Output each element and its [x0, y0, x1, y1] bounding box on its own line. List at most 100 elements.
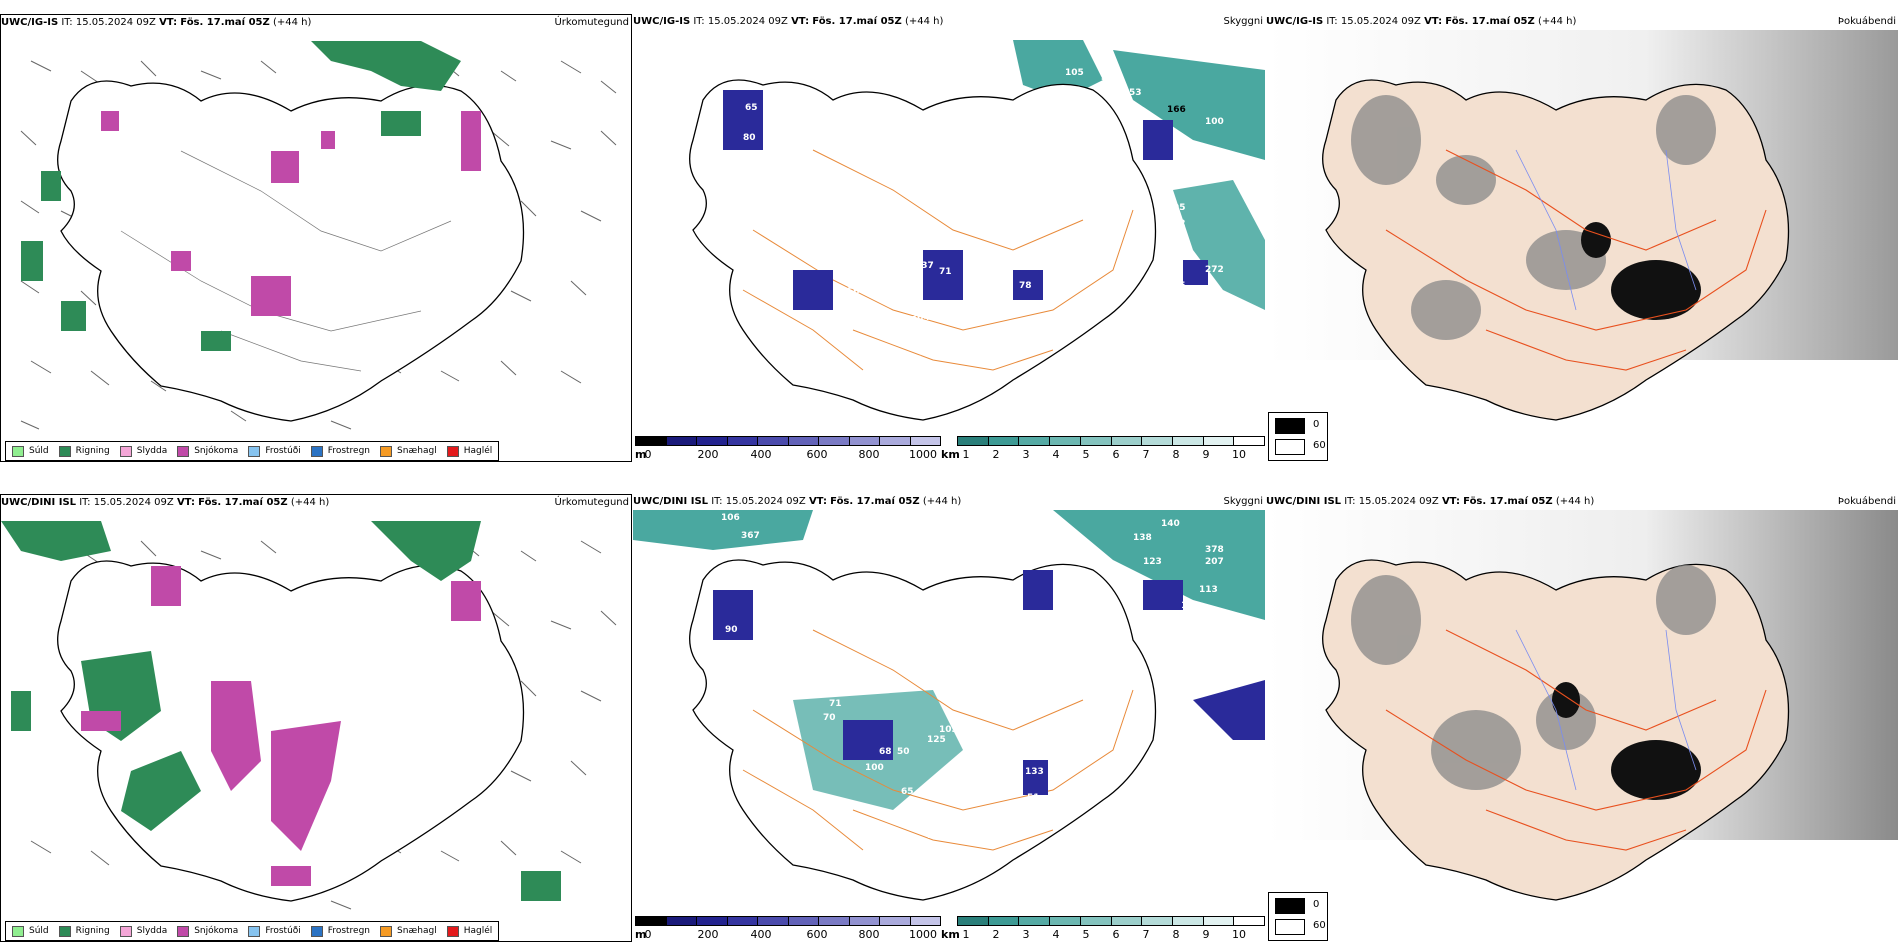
vt-value: Fös. 17.maí 05Z — [830, 496, 920, 507]
visibility-map: 106 367 92 138 123 207 378 113 84 94 90 … — [633, 510, 1265, 901]
svg-text:207: 207 — [1205, 557, 1224, 567]
lead-time: (+44 h) — [272, 17, 312, 28]
fog-high-label: 0 — [1313, 419, 1320, 430]
legend-item: Rigning — [58, 445, 110, 457]
svg-text:58: 58 — [949, 305, 962, 315]
legend-swatch — [58, 445, 71, 457]
model-name: UWC/DINI ISL — [1266, 496, 1342, 507]
panel-title: Þokuábendi — [1837, 16, 1896, 27]
visibility-strip — [957, 916, 1265, 926]
vt-label: VT: — [159, 17, 178, 28]
svg-text:202: 202 — [825, 241, 844, 251]
svg-text:140: 140 — [1161, 519, 1180, 529]
legend-item: Haglél — [446, 445, 492, 457]
legend-item: Frostúði — [248, 445, 301, 457]
svg-text:272: 272 — [1205, 265, 1224, 275]
fog-high-swatch — [1275, 418, 1305, 434]
legend-swatch — [248, 445, 261, 457]
roads — [1385, 149, 1767, 371]
legend-swatch — [446, 925, 459, 937]
svg-text:99: 99 — [963, 283, 976, 293]
it-label: IT: — [1344, 496, 1356, 507]
lead-time: (+44 h) — [1537, 16, 1577, 27]
visibility-tick: 3 — [1022, 448, 1030, 461]
svg-text:51: 51 — [1027, 793, 1040, 803]
roads — [1385, 629, 1767, 851]
vt-value: Fös. 17.maí 05Z — [198, 497, 288, 508]
model-name: UWC/DINI ISL — [633, 496, 709, 507]
visibility-unit: km — [941, 448, 960, 461]
svg-text:191: 191 — [927, 831, 946, 841]
visibility-unit: km — [941, 928, 960, 941]
fog-legend: 0 60 — [1268, 892, 1328, 941]
svg-text:100: 100 — [1205, 117, 1224, 127]
svg-text:104: 104 — [903, 355, 922, 365]
svg-text:65: 65 — [745, 103, 758, 113]
visibility-tick: 4 — [1052, 928, 1060, 941]
svg-text:105: 105 — [1065, 68, 1084, 78]
ceiling-tick: 1000 — [909, 448, 937, 461]
it-label: IT: — [79, 497, 91, 508]
visibility-strip — [957, 436, 1265, 446]
svg-text:84: 84 — [1153, 168, 1166, 178]
snow-areas — [101, 111, 481, 316]
visibility-tick: 10 — [1232, 928, 1246, 941]
svg-text:78: 78 — [1019, 281, 1032, 291]
legend-item: Súld — [12, 445, 49, 457]
legend-swatch — [310, 445, 323, 457]
row2-precip-panel: UWC/DINI ISL IT: 15.05.2024 09Z VT: Fös.… — [0, 494, 632, 942]
svg-text:113: 113 — [1199, 585, 1218, 595]
legend-swatch — [248, 925, 261, 937]
svg-text:109: 109 — [1065, 141, 1084, 151]
visibility-tick: 3 — [1022, 928, 1030, 941]
ceiling-tick: 200 — [697, 448, 719, 461]
legend-item: Snæhagl — [380, 445, 437, 457]
legend-item: Frostúði — [248, 925, 301, 937]
vt-value: Fös. 17.maí 05Z — [812, 16, 902, 27]
svg-text:84: 84 — [759, 613, 772, 623]
fog-high-label: 0 — [1313, 899, 1320, 910]
row2-precip-header: UWC/DINI ISL IT: 15.05.2024 09Z VT: Fös.… — [1, 495, 631, 511]
visibility-tick: 6 — [1112, 448, 1120, 461]
it-value: 15.05.2024 09Z — [1358, 496, 1439, 507]
visibility-map: 105 56 53 166 100 143 65 80 80 103 101 1… — [689, 40, 1265, 421]
ceiling-tick: 600 — [806, 448, 828, 461]
svg-text:107: 107 — [771, 201, 790, 211]
fog-map — [1266, 30, 1898, 421]
roads — [742, 629, 1134, 851]
row1-precip-header: UWC/IG-IS IT: 15.05.2024 09Z VT: Fös. 17… — [1, 15, 631, 31]
lead-time: (+44 h) — [290, 497, 330, 508]
fog-high-swatch — [1275, 898, 1305, 914]
svg-text:378: 378 — [1205, 545, 1224, 555]
rivers — [1515, 149, 1697, 311]
svg-text:105: 105 — [939, 725, 958, 735]
visibility-tick: 4 — [1052, 448, 1060, 461]
svg-text:83: 83 — [911, 873, 924, 883]
legend-item: Rigning — [58, 925, 110, 937]
lead-time: (+44 h) — [904, 16, 944, 27]
svg-text:80: 80 — [743, 133, 756, 143]
lead-time: (+44 h) — [922, 496, 962, 507]
legend-swatch — [177, 925, 190, 937]
legend-swatch — [380, 445, 393, 457]
row2-vis-header: UWC/DINI ISL IT: 15.05.2024 09Z VT: Fös.… — [633, 494, 1265, 510]
vt-label: VT: — [808, 496, 827, 507]
svg-text:90: 90 — [725, 625, 738, 635]
it-label: IT: — [61, 17, 73, 28]
svg-text:106: 106 — [929, 167, 948, 177]
svg-text:70: 70 — [823, 713, 836, 723]
svg-text:56: 56 — [1101, 73, 1114, 83]
row2-fog-panel: UWC/DINI ISL IT: 15.05.2024 09Z VT: Fös.… — [1266, 494, 1898, 942]
svg-text:125: 125 — [927, 735, 946, 745]
svg-text:304: 304 — [911, 313, 930, 323]
vt-value: Fös. 17.maí 05Z — [1463, 496, 1553, 507]
svg-text:71: 71 — [939, 267, 952, 277]
vis-labels: 106 367 92 138 123 207 378 113 84 94 90 … — [721, 513, 1224, 887]
legend-swatch — [119, 445, 132, 457]
lead-time: (+44 h) — [1555, 496, 1595, 507]
visibility-tick: 8 — [1172, 448, 1180, 461]
it-label: IT: — [693, 16, 705, 27]
model-name: UWC/DINI ISL — [1, 497, 77, 508]
iceland-outline — [689, 79, 1157, 421]
legend-item: Slydda — [119, 925, 167, 937]
